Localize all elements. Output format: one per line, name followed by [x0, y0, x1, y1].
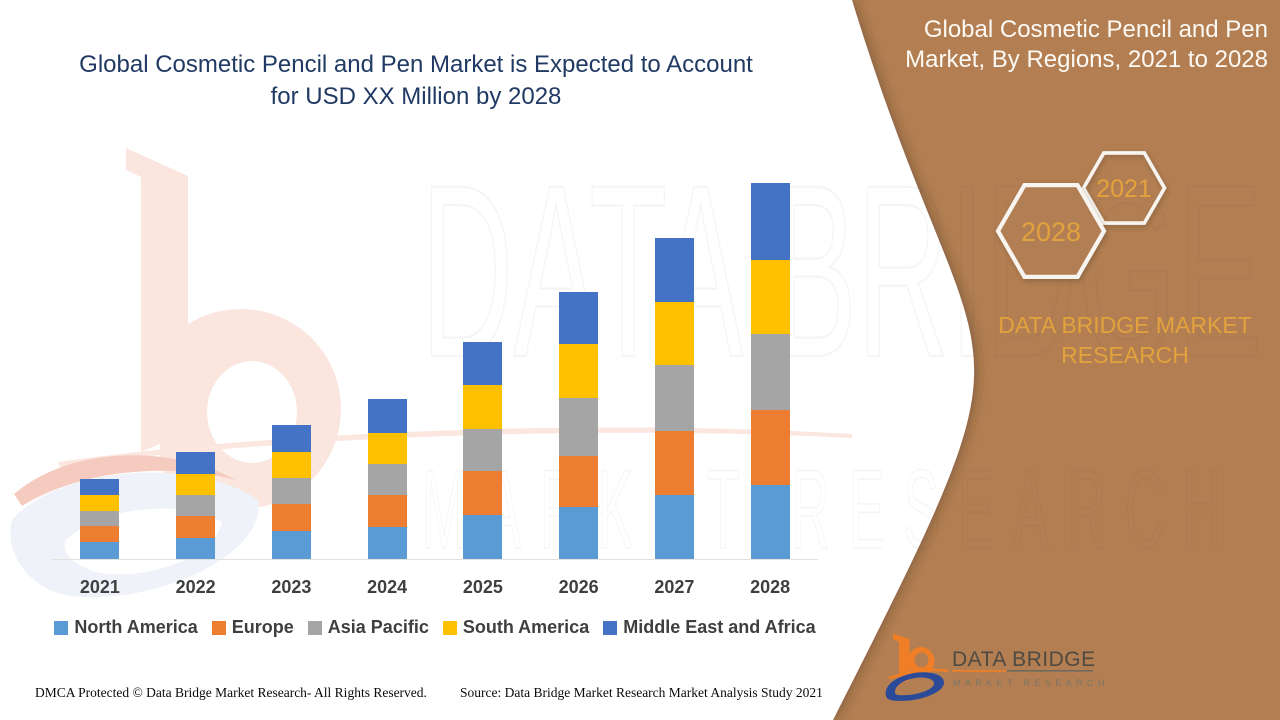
legend-swatch-icon	[211, 620, 226, 635]
bar-segment-2022-europe	[176, 515, 216, 538]
chart-title-line2: for USD XX Million by 2028	[270, 83, 562, 110]
chart-title: Global Cosmetic Pencil and Pen Market is…	[0, 49, 832, 113]
bar-segment-2026-north-america	[559, 506, 599, 559]
legend-item-middle-east-and-africa: Middle East and Africa	[603, 617, 816, 638]
bar-segment-2024-middle-east-and-africa	[367, 398, 407, 433]
bar-segment-2028-asia-pacific	[750, 333, 790, 410]
bar-segment-2021-asia-pacific	[80, 510, 120, 526]
bar-segment-2027-south-america	[654, 302, 694, 365]
bar-segment-2024-north-america	[367, 527, 407, 559]
chart-legend: North America Europe Asia Pacific South Ame…	[52, 617, 818, 638]
bar-segment-2023-asia-pacific	[271, 478, 311, 504]
bar-segment-2022-asia-pacific	[176, 494, 216, 516]
bar-segment-2028-north-america	[750, 484, 790, 559]
legend-swatch-icon	[603, 620, 618, 635]
bar-segment-2023-south-america	[271, 451, 311, 478]
bar-segment-2025-north-america	[463, 515, 503, 559]
bar-segment-2025-south-america	[463, 385, 503, 429]
bar-segment-2023-europe	[271, 504, 311, 531]
bar-segment-2022-south-america	[176, 473, 216, 495]
bar-segment-2027-north-america	[654, 495, 694, 559]
brand-text-line2: RESEARCH	[1061, 342, 1189, 368]
bar-segment-2023-middle-east-and-africa	[271, 424, 311, 452]
chart-title-line1: Global Cosmetic Pencil and Pen Market is…	[79, 51, 753, 78]
legend-swatch-icon	[442, 620, 457, 635]
x-axis-line	[52, 559, 818, 560]
brand-text-line1: DATA BRIDGE MARKET	[998, 312, 1252, 338]
legend-label: Asia Pacific	[327, 617, 429, 637]
legend-label: North America	[74, 617, 198, 637]
x-tick-label-2025: 2025	[462, 577, 503, 597]
stacked-bar-chart: 2021 2022 2023 2024 2025 2026 2027 2028	[52, 0, 818, 720]
bar-segment-2021-middle-east-and-africa	[80, 479, 120, 495]
panel-title-line1: Global Cosmetic Pencil and Pen	[923, 16, 1268, 43]
bar-segment-2025-middle-east-and-africa	[463, 342, 503, 385]
bar-segment-2021-south-america	[80, 494, 120, 511]
legend-item-north-america: North America	[54, 617, 198, 638]
x-tick-label-2024: 2024	[367, 577, 408, 597]
bar-segment-2027-middle-east-and-africa	[654, 238, 694, 302]
bar-segment-2025-asia-pacific	[463, 429, 503, 471]
bar-segment-2024-asia-pacific	[367, 463, 407, 495]
bar-segment-2022-north-america	[176, 537, 216, 559]
panel-title: Global Cosmetic Pencil and Pen Market, B…	[848, 15, 1268, 75]
legend-item-asia-pacific: Asia Pacific	[307, 617, 429, 638]
footer-dmca-text: DMCA Protected © Data Bridge Market Rese…	[35, 685, 427, 700]
watermark-row2: MARKET RESEARCH	[422, 447, 1240, 572]
bar-segment-2026-asia-pacific	[559, 397, 599, 456]
footer-source-text: Source: Data Bridge Market Research Mark…	[460, 685, 823, 700]
x-tick-label-2028: 2028	[750, 577, 791, 597]
legend-label: South America	[462, 617, 590, 637]
bar-segment-2028-south-america	[750, 259, 790, 334]
bar-segment-2026-south-america	[559, 344, 599, 398]
x-tick-label-2022: 2022	[175, 577, 216, 597]
bar-segment-2028-middle-east-and-africa	[750, 183, 790, 260]
x-tick-label-2026: 2026	[558, 577, 599, 597]
bar-segment-2023-north-america	[271, 530, 311, 559]
bar-segment-2028-europe	[750, 409, 790, 485]
bar-segment-2022-middle-east-and-africa	[176, 452, 216, 474]
x-tick-label-2027: 2027	[654, 577, 695, 597]
legend-label: Europe	[231, 617, 294, 637]
legend-swatch-icon	[307, 620, 322, 635]
bar-segment-2026-europe	[559, 455, 599, 507]
legend-item-europe: Europe	[211, 617, 294, 638]
legend-swatch-icon	[54, 620, 69, 635]
bar-segment-2021-north-america	[80, 542, 120, 559]
x-tick-label-2023: 2023	[271, 577, 312, 597]
brand-text: DATA BRIDGE MARKET RESEARCH	[965, 310, 1280, 370]
bar-segment-2027-europe	[654, 431, 694, 495]
x-tick-label-2021: 2021	[79, 577, 120, 597]
bar-segment-2026-middle-east-and-africa	[559, 291, 599, 344]
bar-segment-2024-south-america	[367, 432, 407, 464]
bar-segment-2027-asia-pacific	[654, 365, 694, 431]
legend-item-south-america: South America	[442, 617, 590, 638]
bar-segment-2021-europe	[80, 526, 120, 542]
panel-title-line2: Market, By Regions, 2021 to 2028	[905, 46, 1268, 73]
bar-segment-2025-europe	[463, 470, 503, 515]
bar-segment-2024-europe	[367, 495, 407, 527]
legend-label: Middle East and Africa	[623, 617, 816, 637]
